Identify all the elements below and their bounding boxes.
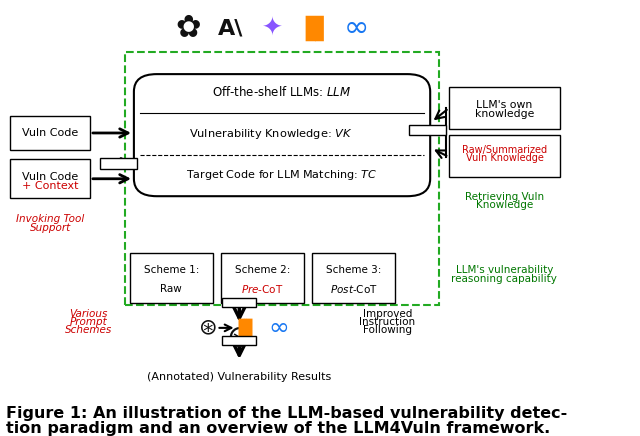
Text: Raw/Summarized: Raw/Summarized — [462, 146, 547, 155]
Text: $\S$3.2: $\S$3.2 — [106, 157, 131, 170]
Text: Knowledge: Knowledge — [476, 200, 533, 210]
FancyBboxPatch shape — [130, 253, 212, 303]
Text: Invoking Tool: Invoking Tool — [16, 215, 84, 224]
Text: Instruction: Instruction — [360, 317, 415, 327]
Text: $\S$3.4: $\S$3.4 — [227, 334, 252, 347]
Text: Vuln Knowledge: Vuln Knowledge — [466, 153, 543, 163]
Text: ⊛: ⊛ — [198, 318, 218, 338]
Text: knowledge: knowledge — [475, 109, 534, 119]
Text: Raw: Raw — [161, 284, 182, 294]
Text: reasoning capability: reasoning capability — [451, 274, 557, 284]
Text: ⊛: ⊛ — [227, 324, 252, 352]
Text: Vuln Code: Vuln Code — [22, 172, 78, 181]
Text: (Annotated) Vulnerability Results: (Annotated) Vulnerability Results — [147, 372, 332, 382]
Text: + Context: + Context — [22, 181, 78, 191]
Text: $\mathit{Pre}$-CoT: $\mathit{Pre}$-CoT — [241, 283, 284, 295]
Text: ∞: ∞ — [344, 14, 369, 43]
Text: LLM's own: LLM's own — [476, 100, 532, 109]
Text: LLM's vulnerability: LLM's vulnerability — [456, 266, 553, 275]
Text: Various: Various — [69, 309, 108, 319]
FancyBboxPatch shape — [100, 158, 137, 169]
Text: Scheme 1:: Scheme 1: — [143, 266, 199, 276]
Text: tion paradigm and an overview of the LLM4Vuln framework.: tion paradigm and an overview of the LLM… — [6, 421, 550, 436]
FancyBboxPatch shape — [449, 135, 560, 177]
FancyBboxPatch shape — [10, 159, 90, 198]
Text: ✿: ✿ — [175, 14, 201, 43]
Text: Vuln Code: Vuln Code — [22, 128, 78, 138]
Text: Scheme 2:: Scheme 2: — [235, 266, 290, 276]
FancyBboxPatch shape — [221, 253, 304, 303]
FancyBboxPatch shape — [409, 125, 446, 135]
Text: Figure 1: An illustration of the LLM-based vulnerability detec-: Figure 1: An illustration of the LLM-bas… — [6, 406, 567, 421]
Text: Retrieving Vuln: Retrieving Vuln — [465, 192, 544, 202]
Text: Schemes: Schemes — [65, 326, 112, 335]
FancyBboxPatch shape — [222, 336, 257, 345]
Text: Following: Following — [363, 326, 412, 335]
Text: Support: Support — [29, 223, 71, 232]
FancyBboxPatch shape — [134, 74, 430, 196]
Text: Vulnerability Knowledge: $\mathit{VK}$: Vulnerability Knowledge: $\mathit{VK}$ — [189, 127, 353, 141]
Text: ▐▌: ▐▌ — [230, 318, 260, 337]
Text: Prompt: Prompt — [70, 317, 107, 327]
FancyBboxPatch shape — [449, 87, 560, 129]
FancyBboxPatch shape — [125, 52, 439, 305]
Text: Improved: Improved — [363, 309, 412, 319]
FancyBboxPatch shape — [312, 253, 395, 303]
Text: $\S$3.3: $\S$3.3 — [227, 296, 252, 309]
Text: ✦: ✦ — [262, 16, 283, 41]
Text: Scheme 3:: Scheme 3: — [326, 266, 381, 276]
Text: ∞: ∞ — [269, 316, 290, 340]
Text: $\S$3.1: $\S$3.1 — [415, 123, 440, 136]
Text: ▐▌: ▐▌ — [296, 16, 334, 41]
Text: A\: A\ — [218, 18, 243, 38]
Text: Target Code for LLM Matching: $\mathit{TC}$: Target Code for LLM Matching: $\mathit{T… — [186, 168, 378, 183]
FancyBboxPatch shape — [222, 298, 257, 307]
Text: $\mathit{Post}$-CoT: $\mathit{Post}$-CoT — [330, 283, 378, 295]
Text: Off-the-shelf LLMs: $\mathit{LLM}$: Off-the-shelf LLMs: $\mathit{LLM}$ — [212, 85, 351, 99]
FancyBboxPatch shape — [10, 116, 90, 150]
